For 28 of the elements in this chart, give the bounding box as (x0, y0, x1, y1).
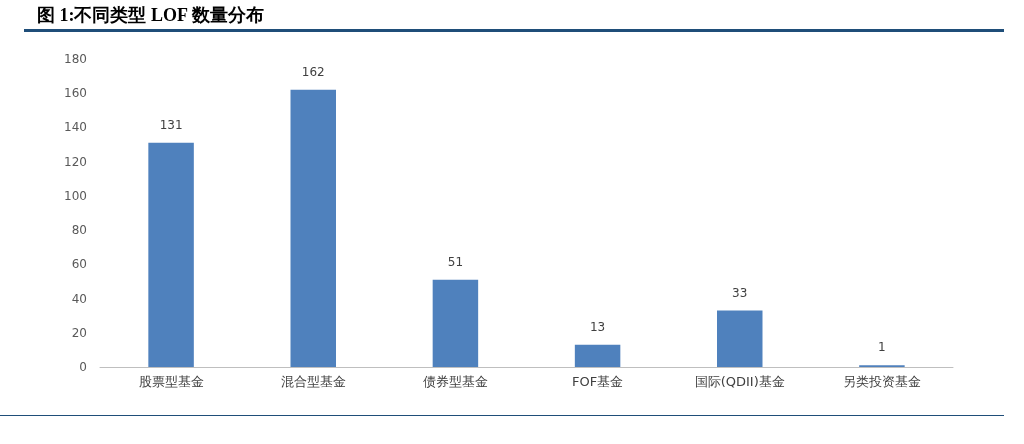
x-tick-label: 股票型基金 (138, 374, 204, 389)
data-label: 13 (589, 319, 606, 334)
data-label: 131 (159, 117, 183, 132)
bar (432, 279, 479, 367)
x-tick-label: 国际(QDII)基金 (694, 374, 785, 389)
y-tick-label: 100 (64, 188, 87, 203)
data-label: 162 (301, 64, 325, 79)
y-tick-label: 20 (71, 325, 87, 340)
data-label: 1 (878, 340, 886, 355)
y-tick-label: 140 (64, 120, 87, 135)
chart-title: 图 1:不同类型 LOF 数量分布 (37, 4, 264, 27)
y-tick-label: 180 (64, 52, 87, 66)
data-label: 51 (447, 254, 464, 269)
bar (717, 310, 763, 367)
x-tick-label: FOF基金 (571, 374, 624, 389)
y-tick-label: 160 (64, 86, 87, 101)
y-tick-label: 60 (71, 257, 87, 272)
x-tick-label: 债券型基金 (422, 374, 488, 389)
y-tick-label: 120 (64, 154, 87, 169)
x-tick-label: 另类投资基金 (842, 374, 921, 389)
y-tick-label: 0 (79, 360, 87, 374)
bar (574, 344, 621, 367)
y-tick-label: 40 (71, 291, 87, 306)
bar (290, 89, 336, 367)
bar (148, 142, 194, 367)
x-tick-label: 混合型基金 (280, 374, 346, 389)
data-label: 33 (732, 285, 748, 300)
y-tick-label: 80 (71, 223, 87, 238)
